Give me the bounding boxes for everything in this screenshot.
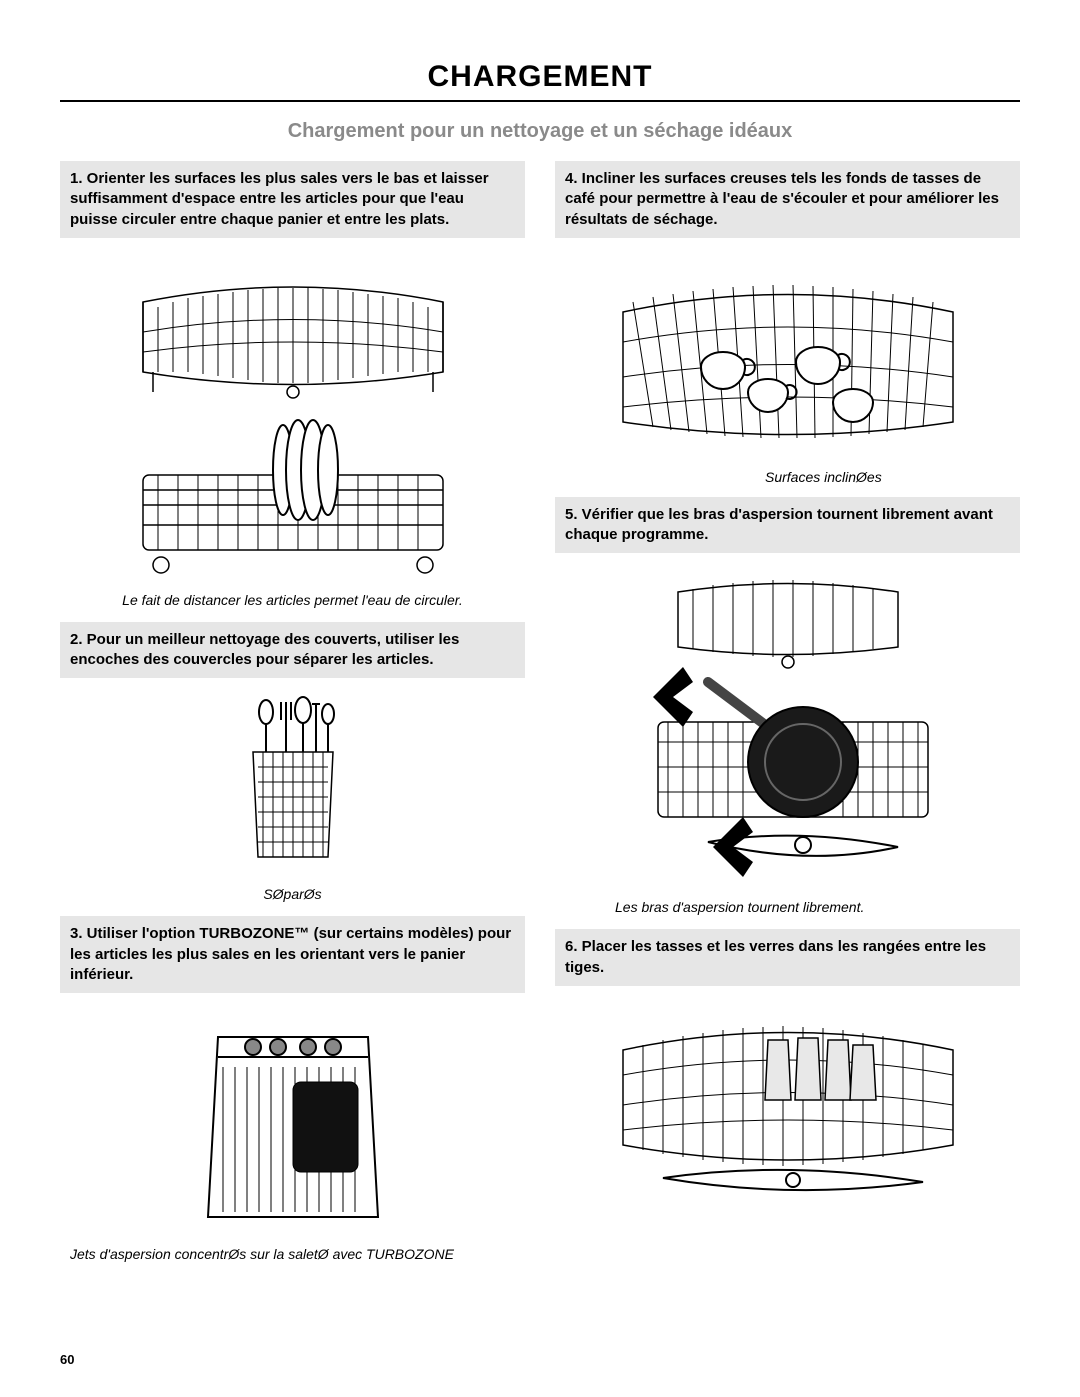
right-column: 4. Incliner les surfaces creuses tels le…: [555, 161, 1020, 1262]
instruction-3: 3. Utiliser l'option TURBOZONE™ (sur cer…: [60, 916, 525, 993]
caption-separated: SØparØs: [60, 886, 525, 902]
spray-arms-illustration: [598, 567, 978, 887]
caption-turbozone: Jets d'aspersion concentrØs sur la salet…: [60, 1246, 525, 1262]
caption-spacing: Le fait de distancer les articles permet…: [60, 592, 525, 608]
horizontal-rule: [60, 100, 1020, 102]
instruction-1: 1. Orienter les surfaces les plus sales …: [60, 161, 525, 238]
instruction-6: 6. Placer les tasses et les verres dans …: [555, 929, 1020, 986]
instruction-4: 4. Incliner les surfaces creuses tels le…: [555, 161, 1020, 238]
lower-rack-plates-illustration: [113, 415, 473, 580]
upper-rack-illustration: [113, 252, 473, 407]
page-title: CHARGEMENT: [60, 60, 1020, 94]
cups-rows-illustration: [593, 1000, 983, 1200]
page-subtitle: Chargement pour un nettoyage et un sécha…: [60, 120, 1020, 143]
caption-spray-arms: Les bras d'aspersion tournent librement.: [555, 899, 1020, 915]
instruction-2: 2. Pour un meilleur nettoyage des couver…: [60, 622, 525, 679]
inclined-cups-illustration: [593, 252, 983, 457]
cutlery-basket-illustration: [208, 692, 378, 872]
left-column: 1. Orienter les surfaces les plus sales …: [60, 161, 525, 1262]
turbozone-illustration: [163, 1007, 423, 1232]
caption-inclined: Surfaces inclinØes: [555, 469, 1020, 485]
two-column-layout: 1. Orienter les surfaces les plus sales …: [60, 161, 1020, 1262]
instruction-5: 5. Vérifier que les bras d'aspersion tou…: [555, 497, 1020, 554]
page-number: 60: [60, 1352, 74, 1367]
